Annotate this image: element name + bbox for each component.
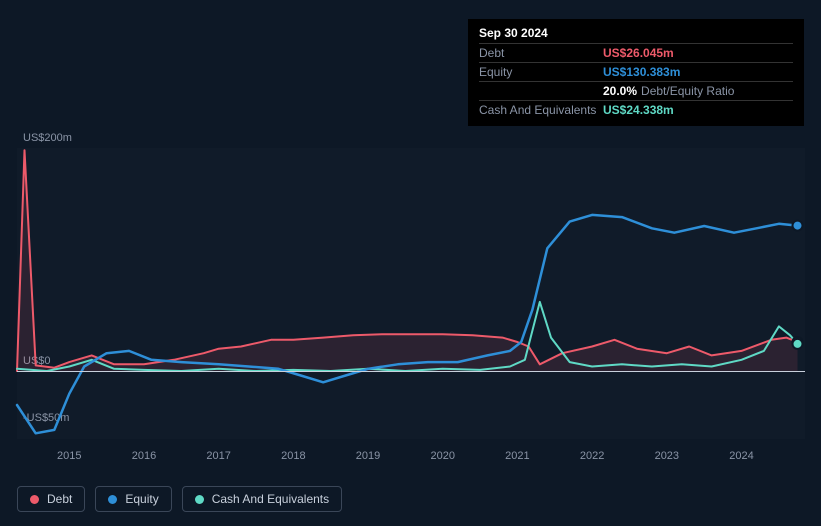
x-axis-tick: 2021 [505,450,529,462]
tooltip-date: Sep 30 2024 [479,26,793,40]
x-axis-tick: 2018 [281,450,305,462]
tooltip-ratio-row: 20.0% Debt/Equity Ratio [479,81,793,100]
x-axis-tick: 2022 [580,450,604,462]
legend-item-equity[interactable]: Equity [95,486,171,512]
chart-root: Sep 30 2024 DebtUS$26.045mEquityUS$130.3… [0,0,821,526]
x-axis-tick: 2020 [430,450,454,462]
y-axis-label: US$200m [23,132,72,144]
x-axis-tick: 2017 [206,450,230,462]
legend-label: Cash And Equivalents [212,492,329,506]
legend-swatch [108,495,117,504]
tooltip-cash-value: US$24.338m [603,103,674,117]
chart-svg [17,148,805,439]
legend-label: Equity [125,492,158,506]
tooltip-cash-label: Cash And Equivalents [479,103,603,117]
legend-swatch [30,495,39,504]
tooltip-row: EquityUS$130.383m [479,62,793,81]
x-axis-tick: 2015 [57,450,81,462]
x-axis-tick: 2024 [729,450,753,462]
legend-item-cash[interactable]: Cash And Equivalents [182,486,342,512]
tooltip-row-label: Debt [479,46,603,60]
tooltip-ratio-pct: 20.0% [603,84,637,98]
x-axis-tick: 2016 [132,450,156,462]
equity-line [17,215,798,433]
tooltip-row-value: US$130.383m [603,65,680,79]
tooltip-row-value: US$26.045m [603,46,674,60]
plot-area[interactable] [17,148,805,439]
debt-area [17,150,798,371]
tooltip-ratio-spacer [479,84,603,98]
x-axis-tick: 2023 [655,450,679,462]
legend-swatch [195,495,204,504]
x-axis-tick: 2019 [356,450,380,462]
tooltip-row: DebtUS$26.045m [479,43,793,62]
tooltip-row-label: Equity [479,65,603,79]
zero-baseline [17,371,805,372]
equity-end-marker [793,221,803,231]
tooltip-cash-row: Cash And Equivalents US$24.338m [479,100,793,119]
legend-label: Debt [47,492,72,506]
cash-end-marker [793,339,803,349]
legend-item-debt[interactable]: Debt [17,486,85,512]
tooltip-ratio-label: Debt/Equity Ratio [641,84,734,98]
legend: Debt Equity Cash And Equivalents [17,486,342,512]
tooltip: Sep 30 2024 DebtUS$26.045mEquityUS$130.3… [468,19,804,126]
